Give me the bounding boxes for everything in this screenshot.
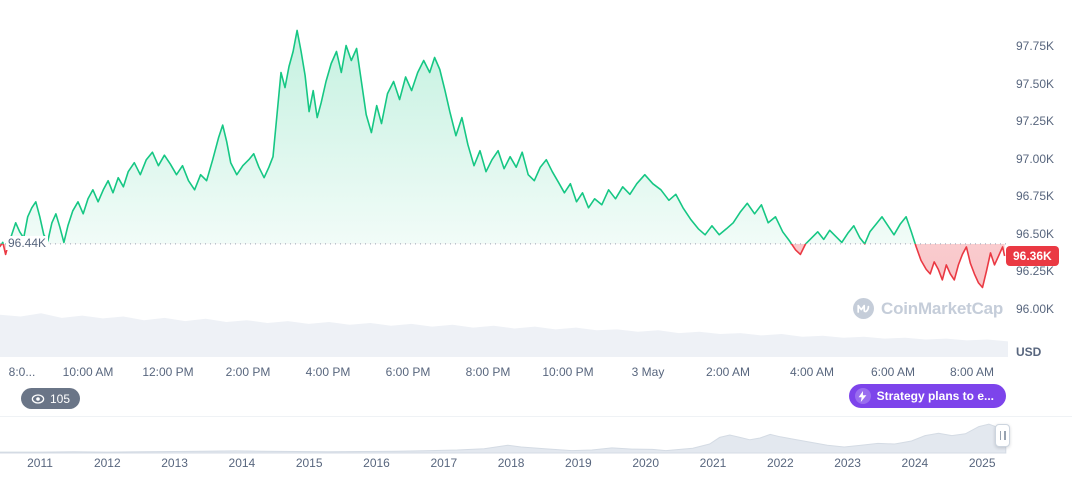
x-axis: 8:0... 10:00 AM 12:00 PM 2:00 PM 4:00 PM 6:00… [0, 358, 1008, 386]
navigator-chart-svg[interactable] [0, 418, 1072, 454]
navigator-year-label: 2022 [766, 456, 794, 470]
navigator-year-label: 2011 [27, 456, 53, 470]
current-price-badge: 96.36K [1006, 245, 1059, 266]
watermark-label: CoinMarketCap [881, 298, 1004, 318]
x-axis-label: 8:00 AM [949, 365, 995, 379]
navigator-year-label: 2013 [161, 456, 188, 470]
main-chart[interactable]: CoinMarketCap [0, 0, 1008, 358]
views-count-badge[interactable]: 105 [21, 388, 81, 409]
y-axis-label: 96.50K [1016, 226, 1055, 241]
navigator-year-label: 2021 [699, 456, 727, 470]
x-axis-label: 10:00 AM [62, 365, 114, 379]
navigator-year-label: 2017 [430, 456, 458, 470]
price-chart-svg[interactable] [0, 0, 1008, 358]
y-axis-label: 96.75K [1016, 189, 1055, 204]
navigator-year-label: 2023 [834, 456, 861, 470]
x-axis-label: 4:00 PM [305, 365, 351, 379]
price-area-up [1, 30, 916, 244]
x-axis-label: 10:00 PM [542, 365, 594, 379]
y-axis-label: 97.00K [1016, 151, 1055, 166]
navigator-year-label: 2016 [363, 456, 390, 470]
x-axis-label: 12:00 PM [142, 365, 194, 379]
y-axis-label: 97.75K [1016, 38, 1055, 53]
navigator-year-label: 2024 [901, 456, 929, 470]
x-axis-label: 2:00 PM [225, 365, 271, 379]
coinmarketcap-watermark: CoinMarketCap [852, 297, 1003, 320]
volume-bars [0, 313, 1008, 357]
lightning-icon [854, 388, 871, 404]
navigator-silhouette [0, 423, 1007, 454]
y-axis-label: 97.50K [1016, 76, 1055, 91]
navigator-year-label: 2015 [295, 456, 323, 470]
x-axis-label: 4:00 AM [789, 365, 835, 379]
navigator-divider [0, 416, 1072, 417]
headline-promo-button[interactable]: Strategy plans to e... [848, 384, 1006, 408]
x-axis-label: 6:00 PM [385, 365, 431, 379]
x-axis-label: 6:00 AM [870, 365, 916, 379]
y-axis-label: 96.25K [1016, 264, 1055, 279]
promo-label: Strategy plans to e... [876, 389, 994, 403]
baseline-price-label: 96.44K [6, 235, 49, 250]
navigator-year-label: 2019 [565, 456, 592, 470]
y-axis-label: 97.25K [1016, 114, 1055, 129]
x-axis-label: 8:00 PM [465, 365, 511, 379]
navigator-years: 2011 2012 2013 2014 2015 2016 2017 2018 2019 2020… [0, 454, 1072, 474]
eye-icon [31, 393, 45, 404]
navigator-year-label: 2020 [632, 456, 660, 470]
coinmarketcap-logo-icon [853, 298, 874, 319]
x-axis-label: 8:0... [8, 365, 36, 379]
x-axis-label: 3 May [631, 365, 665, 379]
timeline-navigator[interactable]: 2011 2012 2013 2014 2015 2016 2017 2018 2019 2020… [0, 418, 1072, 477]
navigator-year-label: 2012 [93, 456, 121, 470]
y-axis-label: 96.00K [1016, 302, 1055, 316]
views-count: 105 [50, 391, 71, 406]
y-axis: USD 97.75K 97.50K 97.25K 97.00K 96.75K 96.50K… [1008, 0, 1072, 359]
x-axis-label: 2:00 AM [705, 365, 751, 379]
navigator-year-label: 2018 [497, 456, 525, 470]
navigator-range-handle[interactable] [995, 424, 1010, 447]
navigator-year-label: 2014 [228, 456, 256, 470]
price-line-up [0, 29, 917, 244]
navigator-year-label: 2025 [968, 456, 996, 470]
currency-unit-label: USD [1016, 345, 1042, 359]
